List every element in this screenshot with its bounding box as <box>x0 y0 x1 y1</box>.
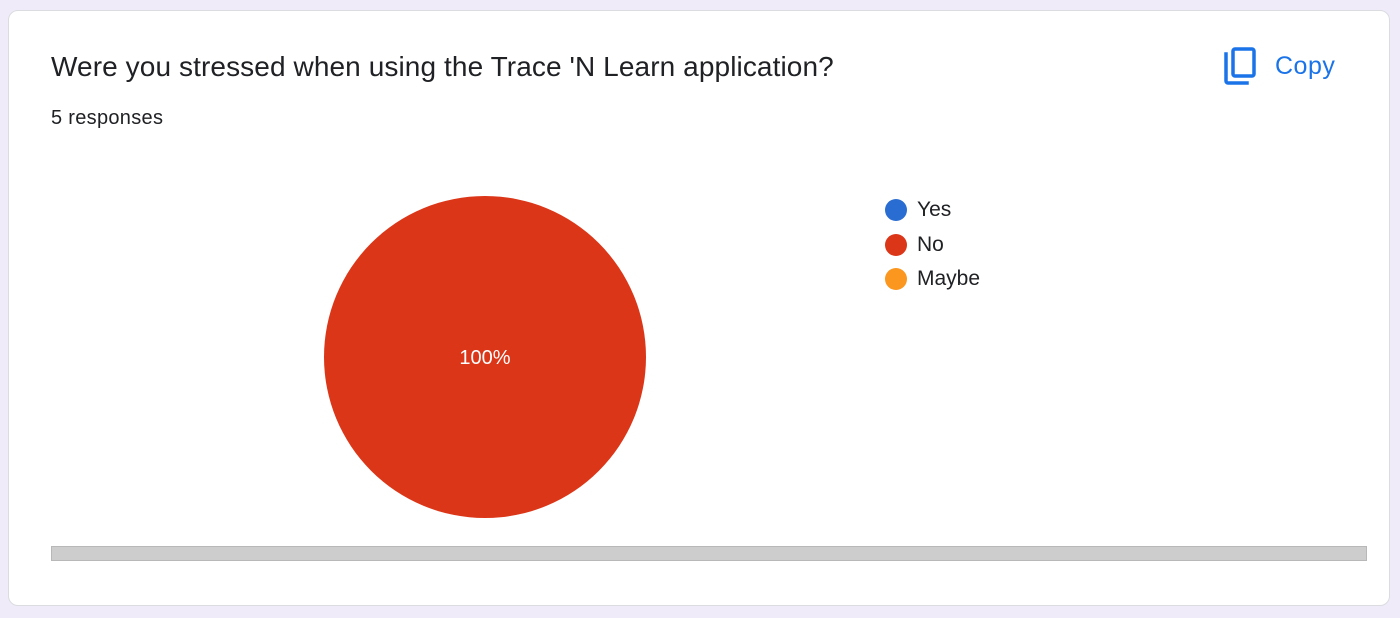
pie-label-no: 100% <box>459 347 510 369</box>
legend-swatch-yes <box>885 199 907 222</box>
copy-button[interactable]: Copy <box>1209 41 1349 91</box>
legend-label-yes: Yes <box>917 198 952 222</box>
copy-label: Copy <box>1275 51 1336 80</box>
legend-item-yes: Yes <box>885 193 980 228</box>
legend-swatch-maybe <box>885 268 907 291</box>
horizontal-scrollbar[interactable] <box>51 546 1367 561</box>
chart-legend: Yes No Maybe <box>885 193 980 297</box>
legend-item-maybe: Maybe <box>885 262 980 297</box>
legend-swatch-no <box>885 233 907 256</box>
pie-chart: 100% <box>324 196 646 518</box>
pie-slice-no <box>324 196 646 518</box>
legend-label-maybe: Maybe <box>917 267 981 291</box>
question-title: Were you stressed when using the Trace '… <box>51 51 834 82</box>
response-count: 5 responses <box>51 107 164 129</box>
legend-item-no: No <box>885 228 980 263</box>
question-card: Were you stressed when using the Trace '… <box>8 10 1390 606</box>
copy-icon <box>1224 47 1256 85</box>
legend-label-no: No <box>917 232 944 256</box>
